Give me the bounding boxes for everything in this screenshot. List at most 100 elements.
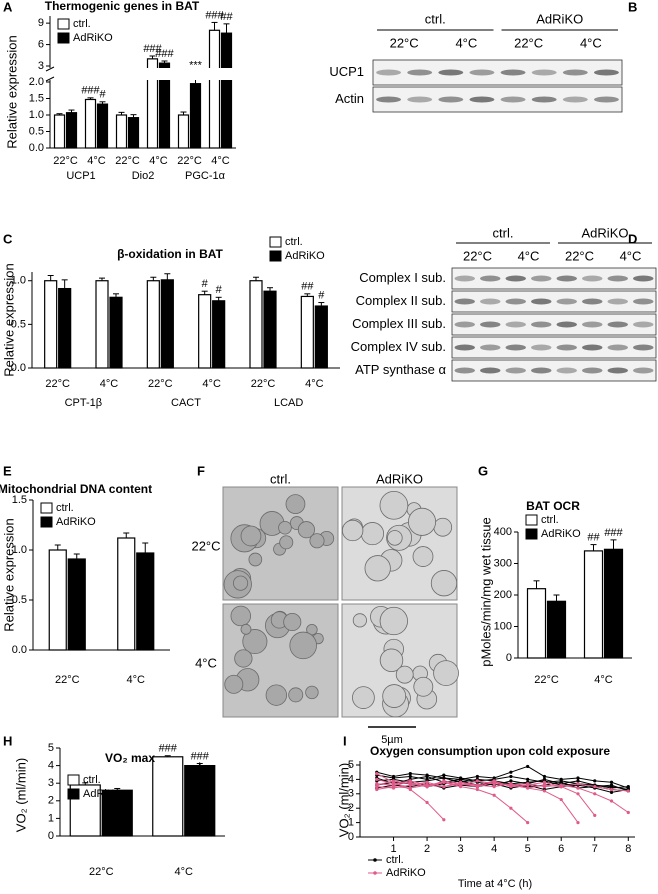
legend-label: AdRiKO [541, 528, 581, 540]
blot-band [593, 96, 619, 103]
mitochondrion [360, 522, 385, 546]
legend-label: AdRiKO [386, 867, 426, 879]
data-point [459, 777, 463, 782]
panel-letter: G [478, 463, 488, 478]
mitochondrion [234, 649, 253, 668]
y-tick-label: 3 [348, 788, 354, 800]
data-point [576, 779, 580, 783]
blot-temperature: 4°C [518, 248, 540, 263]
chart-title: Mitochondrial DNA content [0, 482, 152, 496]
blot-band [607, 367, 628, 374]
legend-swatch [67, 774, 80, 786]
bar [263, 290, 277, 369]
y-tick-label: 5 [348, 759, 354, 771]
data-line [376, 780, 629, 813]
blot-strip [451, 267, 657, 290]
y-axis-label: VO₂ (ml/min) [336, 763, 351, 837]
bar [53, 114, 66, 149]
x-tick-label: 2 [424, 843, 430, 855]
y-axis-label: VO₂ (ml/min) [13, 758, 28, 832]
y-tick-label: 1.0 [11, 275, 26, 287]
data-point [475, 787, 479, 792]
y-tick-label: 0.5 [11, 318, 26, 330]
data-point [542, 780, 547, 784]
significance: * [198, 760, 203, 772]
mitochondrion [433, 517, 453, 537]
bar [101, 789, 133, 837]
data-point [576, 782, 580, 786]
mitochondrion [224, 674, 244, 694]
blot-band [531, 96, 557, 103]
blot-row-label: Complex I sub. [359, 270, 446, 285]
data-point [576, 792, 580, 796]
group-label: CPT-1β [65, 397, 103, 409]
y-tick-label: 300 [494, 557, 512, 569]
mitochondrion [248, 552, 263, 567]
y-axis-label: Relative expression [4, 35, 19, 148]
blot-band [454, 367, 475, 374]
data-point [593, 785, 597, 789]
legend-label: ctrl. [56, 502, 74, 514]
y-tick-label: 0 [348, 831, 354, 843]
significance: # [202, 278, 209, 290]
x-tick-label: 22°C [251, 378, 276, 390]
x-tick-label: 22°C [55, 674, 80, 686]
data-point [492, 793, 496, 797]
bar [84, 98, 97, 149]
x-tick-label: 22°C [45, 378, 70, 390]
x-tick-label: 6 [558, 843, 564, 855]
significance: # [318, 289, 325, 301]
data-point [609, 790, 614, 794]
panel-letter: B [628, 0, 637, 14]
y-tick-label: 0 [48, 830, 54, 842]
data-point [626, 810, 630, 815]
blot-band [407, 96, 433, 103]
blot-band [633, 367, 654, 374]
micrograph-row: 22°C [191, 538, 220, 553]
x-tick-label: 22°C [53, 155, 78, 167]
blot-band [376, 96, 402, 103]
legend-swatch [525, 514, 538, 526]
blot-strip [372, 86, 623, 113]
data-point [442, 776, 446, 780]
y-tick-label: 0.0 [12, 644, 27, 656]
y-tick-label: 9 [38, 17, 44, 29]
x-tick-label: 4°C [87, 155, 106, 167]
micrograph-column: ctrl. [270, 471, 291, 486]
data-point [492, 780, 496, 784]
x-tick-label: 4°C [149, 155, 168, 167]
chart-title: β-oxidation in BAT [117, 247, 223, 261]
mitochondrion [278, 520, 292, 535]
bar [314, 305, 328, 369]
blot-group-label: ctrl. [425, 11, 446, 26]
significance: ### [155, 48, 174, 60]
bar [146, 280, 160, 369]
panel-letter: H [3, 733, 12, 748]
panel-letter: I [343, 733, 347, 748]
blot-temperature: 22°C [390, 35, 419, 50]
legend-swatch [525, 528, 538, 540]
y-tick-label: 5 [48, 742, 54, 754]
y-tick-label: 1.0 [29, 109, 44, 121]
blot-strip [451, 336, 657, 359]
bar [67, 558, 86, 651]
blot-band [376, 69, 402, 76]
significance: ### [159, 743, 178, 755]
bar [220, 32, 233, 149]
data-point [442, 779, 446, 783]
mitochondrion [379, 606, 408, 636]
mitochondrion [379, 648, 404, 673]
y-axis-label: Relative expression [1, 518, 16, 631]
y-tick-label: 200 [494, 589, 512, 601]
data-point [559, 777, 563, 782]
x-tick-label: 4°C [211, 155, 230, 167]
data-point [559, 785, 563, 789]
blot-row-label: Complex II sub. [356, 293, 446, 308]
mitochondrion [283, 613, 302, 632]
bar [160, 279, 174, 369]
data-point [391, 785, 396, 789]
group-label: LCAD [274, 397, 303, 409]
chart-title: Oxygen consumption upon cold exposure [370, 744, 610, 758]
legend-label: AdRiKO [73, 32, 113, 44]
